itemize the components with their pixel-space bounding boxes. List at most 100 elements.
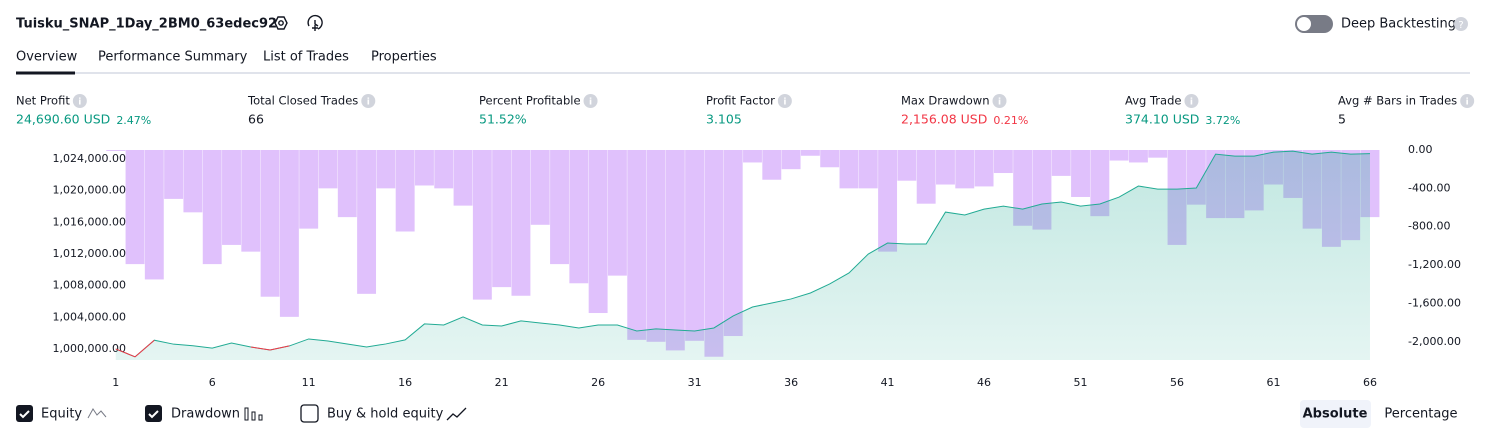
- legend-equity[interactable]: Equity: [41, 407, 82, 422]
- drawdown-bar: [530, 150, 550, 225]
- drawdown-bar: [376, 150, 396, 189]
- info-icon[interactable]: [583, 94, 598, 108]
- drawdown-bar: [974, 150, 994, 187]
- metric-value: 2,156.08 USD: [901, 112, 987, 127]
- drawdown-bar: [878, 150, 898, 252]
- drawdown-bar: [993, 150, 1013, 174]
- info-glyph: i: [998, 98, 1001, 108]
- metric-label: Total Closed Trades: [247, 94, 358, 108]
- equity-checkbox[interactable]: [16, 405, 33, 422]
- drawdown-bar: [357, 150, 377, 294]
- metric-label: Net Profit: [16, 94, 70, 108]
- metric-label: Profit Factor: [706, 94, 775, 108]
- drawdown-bar: [550, 150, 569, 265]
- x-tick-label: 16: [398, 376, 412, 389]
- buy-hold-checkbox[interactable]: [300, 404, 319, 423]
- info-glyph: i: [78, 98, 81, 108]
- metric-label: Avg Trade: [1125, 94, 1181, 108]
- info-glyph: i: [1466, 98, 1469, 108]
- drawdown-bar: [916, 150, 936, 204]
- x-tick-label: 66: [1363, 376, 1377, 389]
- drawdown-bar: [299, 150, 319, 229]
- x-tick-label: 41: [881, 376, 895, 389]
- tab[interactable]: List of Trades: [263, 50, 349, 65]
- info-icon[interactable]: [992, 94, 1007, 108]
- metric-label: Avg # Bars in Trades: [1338, 94, 1457, 108]
- check: [148, 410, 159, 419]
- metric-label: Max Drawdown: [901, 94, 990, 108]
- info-icon[interactable]: [72, 94, 87, 108]
- drawdown-bar: [1128, 150, 1148, 163]
- tab[interactable]: Overview: [16, 50, 78, 65]
- y2-tick-label: -400.00: [1408, 181, 1450, 194]
- drawdown-bar: [936, 150, 955, 185]
- x-tick-label: 21: [495, 376, 509, 389]
- info-glyph: i: [1190, 98, 1193, 108]
- info-icon[interactable]: [1460, 94, 1475, 108]
- drawdown-bar: [607, 150, 627, 276]
- metric-value: 51.52%: [479, 112, 527, 127]
- drawdown-bar: [106, 150, 126, 151]
- drawdown-bar: [1071, 150, 1090, 197]
- info-icon[interactable]: [777, 94, 792, 108]
- drawdown-bar: [839, 150, 859, 189]
- equity-area: [115, 151, 1370, 360]
- y-tick-label: 1,024,000.00: [53, 152, 126, 165]
- drawdown-bar: [743, 150, 762, 163]
- legend-buy-hold[interactable]: Buy & hold equity: [327, 407, 444, 422]
- footer-controls: [16, 400, 1371, 428]
- drawdown-bar: [955, 150, 975, 189]
- drawdown-bar: [588, 150, 608, 314]
- mode-percentage[interactable]: Percentage: [1384, 407, 1457, 422]
- metric-percent: 0.21%: [993, 114, 1028, 127]
- y-tick-label: 1,012,000.00: [53, 247, 126, 260]
- drawdown-bar: [472, 150, 492, 300]
- drawdown-bar: [415, 150, 434, 186]
- equity-loss-segment: [269, 345, 290, 351]
- drawdown-bar: [1090, 150, 1110, 217]
- x-tick-label: 26: [591, 376, 605, 389]
- metric-label: Percent Profitable: [479, 94, 581, 108]
- equity-loss-segment: [134, 339, 155, 358]
- drawdown-bar: [1051, 150, 1071, 176]
- legend-drawdown[interactable]: Drawdown: [171, 407, 240, 422]
- equity-line: [115, 150, 1370, 358]
- help-icon[interactable]: [1454, 17, 1468, 31]
- x-tick-label: 6: [209, 376, 216, 389]
- drawdown-bar: [800, 150, 820, 156]
- y2-tick-label: -800.00: [1408, 220, 1450, 233]
- drawdown-bar: [627, 150, 647, 340]
- drawdown-bar: [646, 150, 666, 342]
- mode-absolute[interactable]: Absolute: [1303, 407, 1368, 422]
- check: [19, 410, 30, 419]
- info-icon[interactable]: [1184, 94, 1199, 108]
- x-tick-label: 61: [1267, 376, 1281, 389]
- metric-percent: 2.47%: [116, 114, 151, 127]
- settings-icon[interactable]: [274, 16, 288, 30]
- drawdown-bar: [820, 150, 840, 168]
- info-glyph: i: [589, 98, 592, 108]
- drawdown-bar: [164, 150, 184, 199]
- absolute-button[interactable]: [1300, 400, 1371, 428]
- x-tick-label: 46: [977, 376, 991, 389]
- drawdown-bar: [222, 150, 241, 245]
- drawdown-bar: [183, 150, 203, 213]
- y2-tick-label: 0.00: [1408, 143, 1433, 156]
- x-tick-label: 56: [1170, 376, 1184, 389]
- strategy-title: Tuisku_SNAP_1Day_2BM0_63edec92: [16, 17, 277, 32]
- drawdown-bar: [723, 150, 743, 337]
- x-tick-label: 31: [688, 376, 702, 389]
- y-tick-label: 1,000,000.00: [53, 342, 126, 355]
- source-icon[interactable]: [307, 14, 323, 31]
- drawdown-bar: [434, 150, 454, 189]
- help-glyph: ?: [1458, 20, 1463, 31]
- drawdown-bar: [492, 150, 512, 288]
- tab[interactable]: Properties: [371, 50, 437, 65]
- drawdown-checkbox[interactable]: [145, 405, 162, 422]
- tab[interactable]: Performance Summary: [98, 50, 248, 65]
- toggle-knob: [1297, 17, 1311, 31]
- info-icon[interactable]: [361, 94, 376, 108]
- drawdown-bar: [318, 150, 338, 189]
